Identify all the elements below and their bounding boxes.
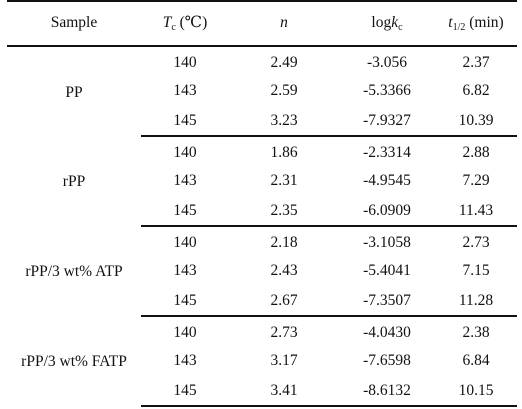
cell-tc: 143 [173,82,197,99]
cell-thalf: 7.29 [462,172,490,189]
cell-tc: 140 [173,233,197,251]
cell-thalf: 2.88 [462,143,490,161]
cell-logk: -6.0909 [339,196,435,227]
cell-thalf: 11.43 [435,196,517,227]
cell-logk: -3.1058 [363,233,411,251]
cell-tc: 140 [173,53,197,71]
cell-n: 2.18 [270,233,298,251]
table-row: rPP/3 wt% ATP 140 2.18 -3.1058 2.73 [7,226,517,281]
sample-cell: rPP [62,173,86,190]
cell-thalf: 2.73 [462,233,490,251]
table-row: 145 3.23 -7.9327 10.39 [7,106,517,137]
cell-logk: -4.9545 [363,172,411,189]
cell-thalf: 2.38 [462,323,490,341]
cell-thalf: 7.15 [462,262,490,279]
table-row: 145 3.41 -8.6132 10.15 [7,376,517,407]
table-row: PP 140 2.49 -3.056 2.37 [7,46,517,101]
cell-n: 3.23 [229,106,339,137]
cell-logk: -5.3366 [363,82,411,99]
header-n: n [229,0,339,47]
cell-n: 2.43 [270,262,298,279]
cell-thalf: 6.82 [462,82,490,99]
cell-n: 1.86 [270,143,298,161]
cell-n: 2.31 [270,172,298,189]
cell-tc: 140 [173,143,197,161]
cell-n: 2.49 [270,53,298,71]
cell-tc: 140 [173,323,197,341]
header-sample: Sample [7,0,141,47]
cell-thalf: 11.28 [435,286,517,317]
cell-logk: -3.056 [366,53,408,71]
cell-thalf: 10.39 [435,106,517,137]
header-thalf: t1/2 (min) [435,0,517,47]
cell-tc: 145 [141,196,229,227]
cell-n: 2.59 [270,82,298,99]
table-row: 143 2.43 -5.4041 7.15 [7,256,517,286]
cell-thalf: 6.84 [462,352,490,369]
cell-logk: -7.9327 [339,106,435,137]
cell-n: 3.41 [229,376,339,407]
sample-cell: rPP/3 wt% ATP [25,263,123,280]
header-tc: Tc (℃) [141,0,229,47]
cell-thalf: 2.37 [462,53,490,71]
cell-logk: -4.0430 [363,323,411,341]
table-row: rPP/3 wt% FATP 140 2.73 -4.0430 2.38 [7,316,517,371]
header-row: Sample Tc (℃) n logkc t1/2 (min) [7,0,517,47]
sample-cell: PP [65,83,83,101]
cell-n: 2.35 [229,196,339,227]
crystallization-kinetics-table: Sample Tc (℃) n logkc t1/2 (min) PP 140 … [7,0,517,407]
table-row: 143 3.17 -7.6598 6.84 [7,346,517,376]
cell-logk: -2.3314 [363,143,411,161]
table-row: 145 2.67 -7.3507 11.28 [7,286,517,317]
cell-logk: -5.4041 [363,262,411,279]
table-row: 143 2.59 -5.3366 6.82 [7,76,517,106]
cell-thalf: 10.15 [435,376,517,407]
table-row: 143 2.31 -4.9545 7.29 [7,166,517,196]
cell-tc: 143 [173,172,197,189]
cell-n: 2.67 [229,286,339,317]
table-row: 145 2.35 -6.0909 11.43 [7,196,517,227]
cell-tc: 143 [173,262,197,279]
table-row: rPP 140 1.86 -2.3314 2.88 [7,136,517,191]
cell-logk: -7.6598 [363,352,411,369]
cell-logk: -7.3507 [339,286,435,317]
cell-tc: 145 [141,106,229,137]
cell-n: 2.73 [270,323,298,341]
cell-tc: 143 [173,352,197,369]
cell-tc: 145 [141,286,229,317]
sample-cell: rPP/3 wt% FATP [21,353,127,370]
cell-logk: -8.6132 [339,376,435,407]
cell-tc: 145 [141,376,229,407]
cell-n: 3.17 [270,352,298,369]
header-logk: logkc [339,0,435,47]
